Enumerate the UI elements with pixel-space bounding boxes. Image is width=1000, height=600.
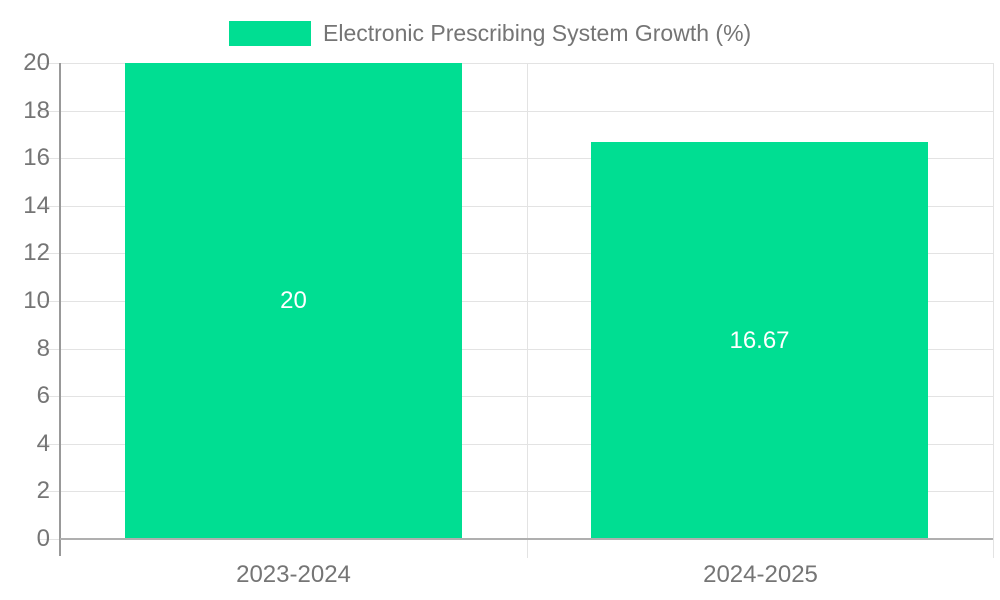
y-gridline — [60, 491, 993, 492]
x-axis-baseline — [60, 538, 993, 540]
y-tick — [39, 396, 60, 397]
y-tick — [39, 539, 60, 540]
y-tick-label: 2 — [36, 477, 50, 504]
category-separator-line — [527, 63, 528, 539]
x-tick — [527, 539, 528, 558]
bar-value-label: 16.67 — [729, 327, 790, 354]
x-tick — [993, 539, 994, 558]
y-gridline — [60, 63, 993, 64]
legend-label: Electronic Prescribing System Growth (%) — [323, 20, 752, 46]
x-tick-label: 2024-2025 — [703, 561, 818, 588]
y-tick-label: 0 — [36, 525, 50, 552]
y-tick — [39, 206, 60, 207]
y-tick-label: 10 — [23, 287, 50, 314]
y-tick — [39, 111, 60, 112]
y-tick — [39, 253, 60, 254]
y-tick-label: 18 — [23, 97, 50, 124]
y-gridline — [60, 444, 993, 445]
y-gridline — [60, 253, 993, 254]
bar-2024-2025 — [591, 142, 928, 539]
y-tick — [39, 301, 60, 302]
bar-value-label: 20 — [280, 287, 307, 314]
y-tick — [39, 491, 60, 492]
y-tick-label: 8 — [36, 335, 50, 362]
y-tick-label: 16 — [23, 144, 50, 171]
y-gridline — [60, 111, 993, 112]
y-tick-label: 6 — [36, 382, 50, 409]
y-gridline — [60, 396, 993, 397]
y-tick-label: 4 — [36, 430, 50, 457]
y-tick — [39, 158, 60, 159]
y-axis-line — [59, 63, 61, 556]
y-tick — [39, 349, 60, 350]
y-tick-label: 20 — [23, 49, 50, 76]
bar-2023-2024 — [125, 63, 462, 539]
y-tick-label: 12 — [23, 239, 50, 266]
y-gridline — [60, 301, 993, 302]
x-tick-label: 2023-2024 — [236, 561, 351, 588]
y-gridline — [60, 349, 993, 350]
y-tick — [39, 444, 60, 445]
chart-legend[interactable]: Electronic Prescribing System Growth (%) — [229, 20, 751, 47]
plot-right-border — [993, 63, 994, 539]
y-tick — [39, 63, 60, 64]
legend-swatch — [229, 21, 311, 46]
y-tick-label: 14 — [23, 192, 50, 219]
y-gridline — [60, 158, 993, 159]
y-gridline — [60, 206, 993, 207]
